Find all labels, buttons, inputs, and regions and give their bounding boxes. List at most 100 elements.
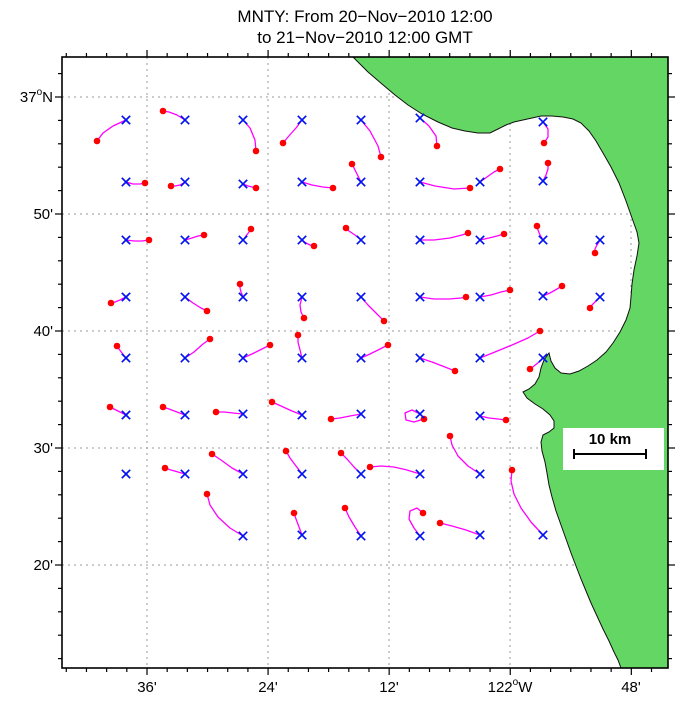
drifter-trajectory: [404, 409, 425, 423]
drifter-end-dot: [212, 408, 220, 416]
drifter-end-dot: [252, 184, 260, 192]
grid-point-x-marker: [415, 469, 425, 479]
grid-point-x-marker: [180, 177, 190, 187]
drifter-end-dot: [247, 225, 255, 233]
drifter-trajectory: [510, 469, 544, 536]
drifter-end-dot: [200, 231, 208, 239]
grid-point-x-marker: [415, 353, 425, 363]
grid-point-x-marker: [538, 353, 548, 363]
drifter-end-dot: [466, 184, 474, 192]
drifter-trajectory: [419, 232, 469, 241]
drifter-end-dot: [526, 365, 534, 373]
grid-point-x-marker: [180, 410, 190, 420]
drifter-end-dot: [380, 317, 388, 325]
grid-point-x-marker: [121, 235, 131, 245]
drifter-end-dot: [206, 335, 214, 343]
trajectory-layer: [93, 107, 601, 537]
drifter-end-dot: [141, 179, 149, 187]
drifter-end-dot: [419, 509, 427, 517]
y-axis-tick-label: 37oN: [20, 87, 53, 106]
scale-bar-label: 10 km: [589, 431, 632, 448]
grid-point-x-marker: [180, 115, 190, 125]
land-layer: [351, 56, 669, 669]
drifter-trajectory: [301, 181, 334, 189]
grid-point-x-marker: [121, 353, 131, 363]
grid-point-x-marker: [475, 530, 485, 540]
drifter-end-dot: [446, 432, 454, 440]
grid-point-x-marker: [238, 531, 248, 541]
drifter-end-dot: [533, 222, 541, 230]
grid-point-x-marker: [538, 530, 548, 540]
drifter-end-dot: [544, 159, 552, 167]
drifter-end-dot: [252, 147, 260, 155]
grid-point-x-marker: [356, 353, 366, 363]
grid-point-x-marker: [415, 409, 425, 419]
grid-point-x-marker: [180, 235, 190, 245]
drifter-trajectory: [419, 117, 438, 147]
grid-point-x-marker: [356, 115, 366, 125]
drifter-end-dot: [310, 242, 318, 250]
map-frame: [61, 56, 669, 669]
drifter-trajectory: [299, 296, 305, 319]
x-axis-tick-label: 36': [137, 679, 157, 696]
grid-point-x-marker: [121, 410, 131, 420]
grid-point-x-marker: [415, 113, 425, 123]
grid-point-x-marker: [297, 530, 307, 540]
grid-point-x-marker: [415, 177, 425, 187]
drifter-trajectory: [206, 493, 244, 537]
drifter-end-dot: [433, 142, 441, 150]
grid-point-x-marker: [356, 235, 366, 245]
drifter-end-dot: [266, 341, 274, 349]
drifter-end-dot: [290, 509, 298, 517]
grid-point-x-marker: [121, 115, 131, 125]
grid-point-x-marker: [297, 177, 307, 187]
drifter-end-dot: [203, 307, 211, 315]
drifter-end-dot: [208, 450, 216, 458]
drifter-trajectory: [297, 334, 303, 359]
grid-point-x-marker: [475, 353, 485, 363]
scale-bar-group: 10 km: [563, 428, 664, 470]
grid-point-x-marker: [238, 179, 248, 189]
drifter-end-dot: [366, 463, 374, 471]
y-axis-tick-label: 50': [33, 206, 53, 223]
grid-point-x-marker: [238, 292, 248, 302]
drifter-trajectory: [449, 435, 481, 475]
drifter-end-dot: [506, 286, 514, 294]
drifter-end-dot: [377, 153, 385, 161]
drifter-trajectory: [439, 522, 481, 536]
drifter-end-dot: [268, 398, 276, 406]
grid-point-x-marker: [538, 235, 548, 245]
drifter-trajectory: [271, 401, 303, 416]
drifter-end-dot: [329, 184, 337, 192]
grid-point-x-marker: [595, 292, 605, 302]
map-title-line2: to 21−Nov−2010 12:00 GMT: [257, 28, 472, 47]
land-polygon: [351, 56, 669, 669]
grid-point-x-marker: [475, 235, 485, 245]
drifter-end-dot: [496, 165, 504, 173]
drifter-end-dot: [282, 447, 290, 455]
axis-label-layer: 36' 24' 12' 122oW 48' 37oN 50' 40' 30' 20': [20, 87, 641, 696]
drifter-end-dot: [384, 341, 392, 349]
x-axis-tick-label: 48': [621, 679, 641, 696]
drifter-end-dot: [502, 416, 510, 424]
drifter-end-dot: [327, 415, 335, 423]
grid-point-x-marker: [180, 469, 190, 479]
drifter-end-dot: [167, 182, 175, 190]
grid-point-x-marker: [238, 115, 248, 125]
drifter-end-dot: [159, 107, 167, 115]
grid-point-x-marker: [415, 531, 425, 541]
drifter-trajectory: [96, 119, 127, 142]
grid-point-x-marker: [356, 469, 366, 479]
grid-point-x-marker: [415, 292, 425, 302]
drifter-trajectory: [215, 411, 244, 415]
drifter-end-dot: [159, 403, 167, 411]
grid-point-x-marker: [475, 292, 485, 302]
grid-point-x-marker: [475, 411, 485, 421]
grid-point-x-marker: [238, 409, 248, 419]
grid-point-x-marker: [121, 292, 131, 302]
drifter-end-dot: [462, 293, 470, 301]
drifter-end-dot: [451, 367, 459, 375]
drifter-end-dot: [508, 466, 516, 474]
map-title-line1: MNTY: From 20−Nov−2010 12:00: [237, 7, 492, 26]
